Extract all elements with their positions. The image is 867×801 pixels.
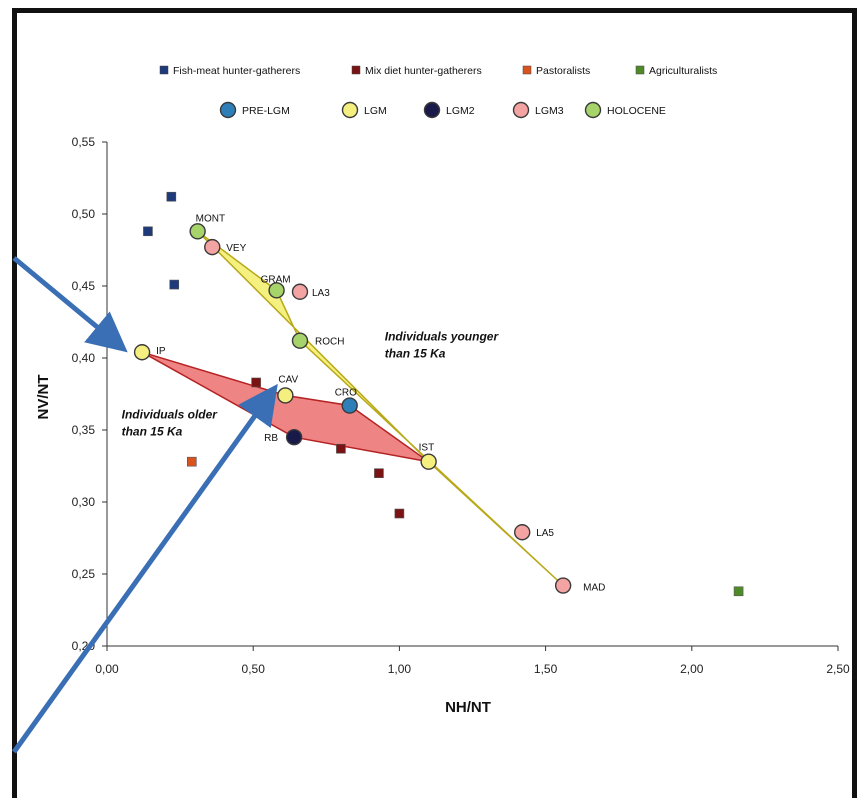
square-markers bbox=[143, 191, 744, 597]
circle-point bbox=[514, 524, 531, 541]
circle-point bbox=[133, 344, 151, 361]
legend-label: Mix diet hunter-gatherers bbox=[365, 65, 482, 77]
legend-label: HOLOCENE bbox=[607, 105, 666, 117]
circle-point bbox=[291, 283, 309, 300]
axes: 0,00 0,50 1,00 1,50 2,00 2,500,200,250,300,35… bbox=[35, 135, 850, 716]
point-label: ROCH bbox=[315, 337, 344, 348]
chart-frame bbox=[12, 8, 857, 798]
x-tick-label: 1,50 bbox=[534, 662, 558, 676]
y-tick-label: 0,55 bbox=[72, 135, 96, 149]
x-tick-label: 0,50 bbox=[242, 662, 266, 676]
x-tick-label: 2,50 bbox=[826, 662, 850, 676]
square-point bbox=[169, 279, 180, 290]
legend: Fish-meat hunter-gatherers Mix diet hunte… bbox=[159, 65, 717, 119]
legend-square-marker bbox=[635, 65, 645, 75]
arrow-to-cav bbox=[11, 383, 278, 754]
x-axis-title: NH/NT bbox=[445, 699, 491, 716]
legend-label: Fish-meat hunter-gatherers bbox=[173, 65, 300, 77]
point-label: GRAM bbox=[261, 274, 291, 285]
y-tick-label: 0,50 bbox=[72, 207, 96, 221]
square-point bbox=[394, 508, 405, 519]
point-label: RB bbox=[264, 433, 278, 444]
legend-label: LGM bbox=[364, 105, 387, 117]
point-label: IP bbox=[156, 346, 166, 357]
legend-square-marker bbox=[159, 65, 169, 75]
circle-point bbox=[277, 387, 294, 404]
circle-markers bbox=[133, 223, 572, 594]
legend-square-marker bbox=[351, 65, 361, 75]
legend-label: Agriculturalists bbox=[649, 65, 717, 77]
circle-point bbox=[189, 223, 206, 240]
square-point bbox=[251, 377, 261, 388]
annotation-text: Individuals younger bbox=[385, 330, 500, 344]
square-point bbox=[166, 191, 177, 202]
legend-circle-marker bbox=[584, 101, 602, 119]
y-tick-label: 0,45 bbox=[72, 279, 96, 293]
circle-point bbox=[341, 397, 358, 414]
point-label: IST bbox=[419, 443, 435, 454]
circle-point bbox=[285, 429, 303, 446]
circle-point bbox=[420, 453, 437, 470]
annotation-text: than 15 Ka bbox=[122, 424, 183, 438]
legend-circle-marker bbox=[341, 101, 359, 119]
legend-label: LGM3 bbox=[535, 105, 564, 117]
legend-circle-marker bbox=[219, 101, 237, 119]
square-point bbox=[374, 468, 384, 479]
arrow-to-ip bbox=[12, 256, 128, 353]
legend-square-marker bbox=[522, 65, 532, 75]
point-label: CRO bbox=[335, 388, 357, 399]
y-tick-label: 0,25 bbox=[72, 567, 96, 581]
circle-point bbox=[204, 238, 221, 256]
arrows bbox=[11, 256, 278, 754]
square-point bbox=[143, 226, 153, 237]
legend-circle-marker bbox=[423, 101, 441, 119]
legend-label: Pastoralists bbox=[536, 65, 590, 77]
x-tick-label: 0,00 bbox=[95, 662, 119, 676]
y-tick-label: 0,30 bbox=[72, 495, 96, 509]
circle-point bbox=[268, 282, 285, 299]
circle-point bbox=[554, 577, 572, 594]
annotation-text: than 15 Ka bbox=[385, 347, 446, 361]
annotation-text: Individuals older bbox=[122, 407, 219, 421]
point-label: MONT bbox=[196, 213, 225, 224]
point-labels: MONT VEY GRAM LA3 ROCH IP CAV CRO RB IST LA5 MAD bbox=[156, 213, 605, 593]
x-tick-label: 1,00 bbox=[388, 662, 412, 676]
circle-point bbox=[291, 332, 309, 349]
square-point bbox=[186, 456, 197, 467]
point-label: VEY bbox=[226, 243, 246, 254]
point-label: CAV bbox=[278, 374, 298, 385]
square-point bbox=[733, 586, 744, 597]
legend-circle-marker bbox=[512, 101, 530, 119]
y-axis-title: NV/NT bbox=[35, 375, 52, 420]
legend-label: LGM2 bbox=[446, 105, 475, 117]
point-label: LA5 bbox=[536, 528, 554, 539]
y-tick-label: 0,35 bbox=[72, 423, 96, 437]
legend-label: PRE-LGM bbox=[242, 105, 290, 117]
x-tick-label: 2,00 bbox=[680, 662, 704, 676]
square-point bbox=[336, 443, 346, 454]
annotations: Individuals younger than 15 Ka Individuals… bbox=[122, 330, 500, 439]
point-label: LA3 bbox=[312, 288, 330, 299]
point-label: MAD bbox=[583, 583, 605, 594]
y-tick-label: 0,40 bbox=[72, 351, 96, 365]
